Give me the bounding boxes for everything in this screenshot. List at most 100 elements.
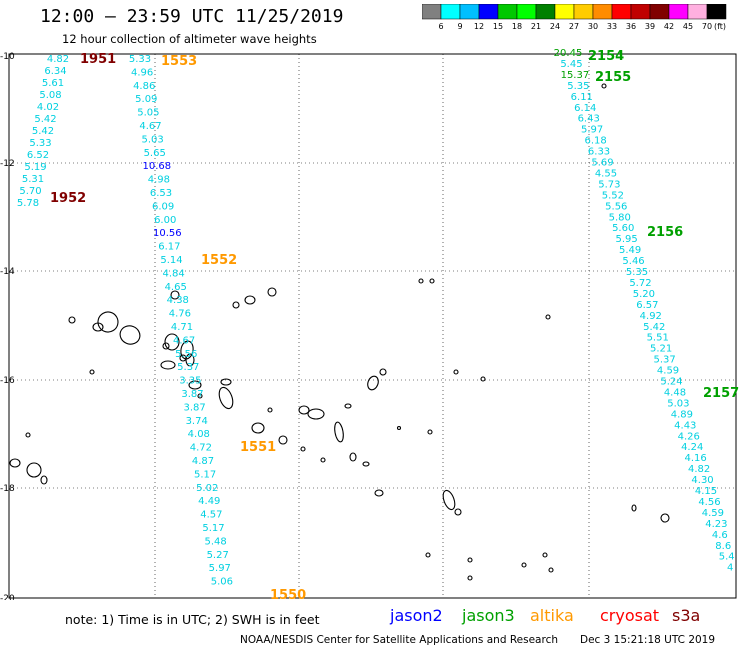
swh-value: 5.49 — [619, 245, 641, 256]
swh-value: 3.87 — [183, 402, 205, 413]
swh-value: 4.82 — [47, 54, 69, 65]
swh-value: 5.33 — [129, 54, 151, 65]
swh-value: 5.35 — [626, 267, 648, 278]
island-outline — [631, 504, 637, 512]
swh-value: 5.02 — [196, 483, 218, 494]
swh-value: 4.89 — [671, 409, 693, 420]
legend-label-33: 33 — [606, 22, 618, 31]
swh-value: 5.31 — [22, 174, 44, 185]
lat-tick-label: -12 — [0, 159, 15, 169]
island-outline — [25, 432, 31, 438]
swh-value: 6.53 — [150, 188, 172, 199]
island-outline — [374, 489, 384, 497]
legend-unit: (ft) — [714, 22, 727, 31]
swh-value: 6.43 — [578, 114, 600, 125]
swh-value: 5.95 — [616, 234, 638, 245]
swh-value: 5.45 — [560, 59, 582, 70]
lat-tick-label: -14 — [0, 267, 15, 277]
swh-value: 5.08 — [39, 90, 61, 101]
pass-time-label: 2155 — [595, 70, 631, 85]
swh-value: 5.21 — [650, 344, 672, 355]
legend-label-12: 12 — [473, 22, 485, 31]
island-outline — [267, 287, 277, 297]
island-outline — [26, 462, 42, 478]
swh-value: 5.35 — [567, 81, 589, 92]
island-outline — [334, 421, 344, 443]
swh-value: 5.60 — [612, 223, 634, 234]
island-outline — [601, 83, 607, 89]
swh-value: 4 — [727, 563, 733, 574]
legend-label-9: 9 — [457, 22, 463, 31]
swh-value: 6.17 — [158, 242, 180, 253]
island-outline — [521, 562, 527, 568]
swh-value: 5.4 — [719, 552, 735, 563]
swh-value: 4.59 — [702, 508, 724, 519]
swh-value: 4.84 — [162, 268, 184, 279]
swh-value: 5.03 — [141, 134, 163, 145]
swh-value: 5.80 — [609, 212, 631, 223]
swh-value: 4.65 — [165, 282, 187, 293]
legend-label-27: 27 — [568, 22, 580, 31]
island-outline — [660, 513, 670, 523]
legend-jason3: jason3 — [462, 606, 515, 625]
swh-value: 5.56 — [175, 349, 197, 360]
island-outline — [453, 369, 459, 375]
island-outline — [278, 435, 288, 445]
island-outline — [218, 386, 234, 410]
swh-value: 4.59 — [657, 366, 679, 377]
island-outline — [92, 322, 104, 332]
island-outline — [160, 360, 176, 370]
map-frame — [8, 53, 737, 599]
legend-swatch-70 — [706, 4, 727, 20]
swh-value: 5.97 — [581, 125, 603, 136]
swh-value: 5.05 — [137, 108, 159, 119]
legend-label-70: 70 — [701, 22, 713, 31]
legend-label-39: 39 — [644, 22, 656, 31]
island-outline — [9, 458, 21, 468]
swh-value: 6.34 — [44, 66, 66, 77]
swh-value: 6.57 — [636, 300, 658, 311]
swh-value: 4.55 — [595, 168, 617, 179]
swh-value: 4.16 — [685, 453, 707, 464]
legend-label-36: 36 — [625, 22, 637, 31]
swh-value: 4.43 — [674, 420, 696, 431]
swh-value: 5.70 — [19, 186, 41, 197]
swh-value: 5.46 — [622, 256, 644, 267]
island-outline — [197, 393, 203, 399]
legend-jason2: jason2 — [390, 606, 443, 625]
swh-value: 4.15 — [695, 486, 717, 497]
swh-value: 4.57 — [200, 510, 222, 521]
swh-value: 5.42 — [32, 126, 54, 137]
map-title: 12:00 – 23:59 UTC 11/25/2019 — [40, 6, 344, 27]
swh-value: 4.87 — [192, 456, 214, 467]
island-outline — [162, 342, 170, 350]
island-outline — [454, 508, 462, 516]
pass-time-label: 1550 — [270, 588, 306, 600]
map-graticule — [9, 54, 736, 598]
island-outline — [244, 295, 256, 305]
legend-label-24: 24 — [549, 22, 561, 31]
swh-value: 4.6 — [712, 530, 728, 541]
swh-value: 4.67 — [173, 335, 195, 346]
swh-value: 4.30 — [691, 475, 713, 486]
lat-tick-label: -10 — [0, 52, 15, 62]
legend-label-21: 21 — [530, 22, 542, 31]
swh-value: 4.98 — [148, 175, 170, 186]
swh-value: 5.51 — [647, 333, 669, 344]
swh-value: 15.37 — [561, 70, 590, 81]
lat-tick-label: -16 — [0, 376, 15, 386]
island-outline — [220, 378, 232, 386]
swh-value: 5.37 — [653, 355, 675, 366]
island-outline — [396, 425, 402, 431]
pass-time-label: 2156 — [647, 225, 683, 240]
pass-time-labels: 1951 1952 1553 1552 1551 1550 2154 2155 2156 2157 — [50, 49, 739, 600]
swh-value: 5.33 — [29, 138, 51, 149]
swh-value: 4.26 — [678, 431, 700, 442]
swh-value: 6.18 — [584, 136, 606, 147]
island-outline — [442, 489, 456, 511]
island-outline — [425, 552, 431, 558]
island-outline — [480, 376, 486, 382]
island-outline — [170, 290, 180, 300]
swh-value: 4.02 — [37, 102, 59, 113]
island-outline — [548, 567, 554, 573]
